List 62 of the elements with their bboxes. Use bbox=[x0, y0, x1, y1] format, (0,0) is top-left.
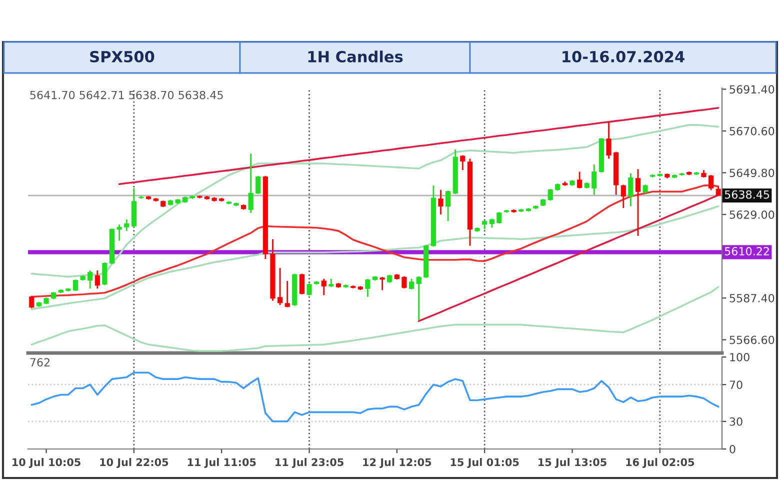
candlestick bbox=[460, 154, 466, 171]
candlestick bbox=[416, 276, 422, 321]
y-tick-label: 5566.60 bbox=[730, 336, 774, 344]
candlestick bbox=[94, 270, 100, 290]
y-tick-label: 5691.40 bbox=[730, 85, 774, 94]
x-tick-label: 15 Jul 13:05 bbox=[538, 458, 606, 468]
y-tick-label: 5629.00 bbox=[730, 210, 774, 219]
y-tick-label: 5587.40 bbox=[730, 294, 774, 302]
candlestick bbox=[708, 174, 714, 191]
line-series bbox=[30, 286, 720, 352]
ref-line-label: 5638.45 bbox=[724, 190, 770, 199]
x-tick-label: 12 Jul 12:05 bbox=[363, 458, 432, 468]
x-tick-label: 10 Jul 10:05 bbox=[12, 458, 80, 468]
y-tick-label: 70 bbox=[730, 380, 742, 389]
candlestick bbox=[577, 171, 582, 190]
candlestick bbox=[277, 267, 283, 306]
candlestick bbox=[124, 218, 130, 232]
y-tick-label: 0 bbox=[730, 444, 736, 454]
candlestick bbox=[489, 218, 494, 228]
x-tick-label: 15 Jul 01:05 bbox=[450, 458, 519, 468]
chart-subtitle: 1H Candles bbox=[308, 50, 403, 62]
candlestick bbox=[365, 278, 370, 298]
x-tick-label: 10 Jul 22:05 bbox=[100, 458, 168, 468]
candlestick bbox=[628, 172, 634, 207]
candlestick bbox=[496, 211, 502, 224]
candlestick bbox=[102, 262, 108, 286]
chart-title: SPX500 bbox=[90, 50, 154, 62]
candlestick bbox=[635, 168, 641, 237]
line-series bbox=[30, 205, 720, 310]
candlestick bbox=[88, 270, 93, 290]
candlestick bbox=[321, 278, 326, 296]
candlestick bbox=[380, 276, 385, 291]
y-tick-label: 5649.80 bbox=[730, 168, 774, 178]
candlestick bbox=[438, 189, 444, 216]
candlestick bbox=[482, 220, 488, 230]
candlestick bbox=[446, 190, 451, 222]
candlestick bbox=[402, 276, 407, 290]
annotation: 5641.70 5642.71 5638.70 5638.45 bbox=[30, 90, 223, 100]
candlestick bbox=[284, 280, 290, 308]
annotation: 762 bbox=[30, 358, 50, 367]
x-tick-label: 11 Jul 23:05 bbox=[276, 458, 344, 468]
candlestick bbox=[548, 188, 553, 202]
y-tick-label: 30 bbox=[730, 417, 742, 426]
x-tick-label: 16 Jul 02:05 bbox=[626, 458, 694, 468]
candlestick bbox=[306, 282, 312, 296]
candlestick bbox=[72, 278, 78, 292]
candlestick bbox=[256, 175, 261, 195]
line-series bbox=[118, 106, 720, 186]
candlestick bbox=[606, 122, 612, 160]
x-tick-label: 11 Jul 11:05 bbox=[188, 458, 256, 468]
candlestick bbox=[29, 295, 34, 309]
text: 10-16.07.2024 bbox=[562, 50, 684, 62]
line-series bbox=[30, 372, 720, 422]
candlestick bbox=[592, 164, 597, 196]
y-tick-label: 100 bbox=[730, 352, 750, 362]
y-tick-label: 5670.60 bbox=[730, 126, 774, 136]
candlestick bbox=[248, 152, 254, 214]
candlestick bbox=[408, 278, 414, 290]
candlestick bbox=[299, 273, 304, 296]
candlestick bbox=[116, 224, 122, 242]
ref-line-label: 5610.22 bbox=[724, 247, 769, 256]
candlestick bbox=[620, 184, 626, 209]
